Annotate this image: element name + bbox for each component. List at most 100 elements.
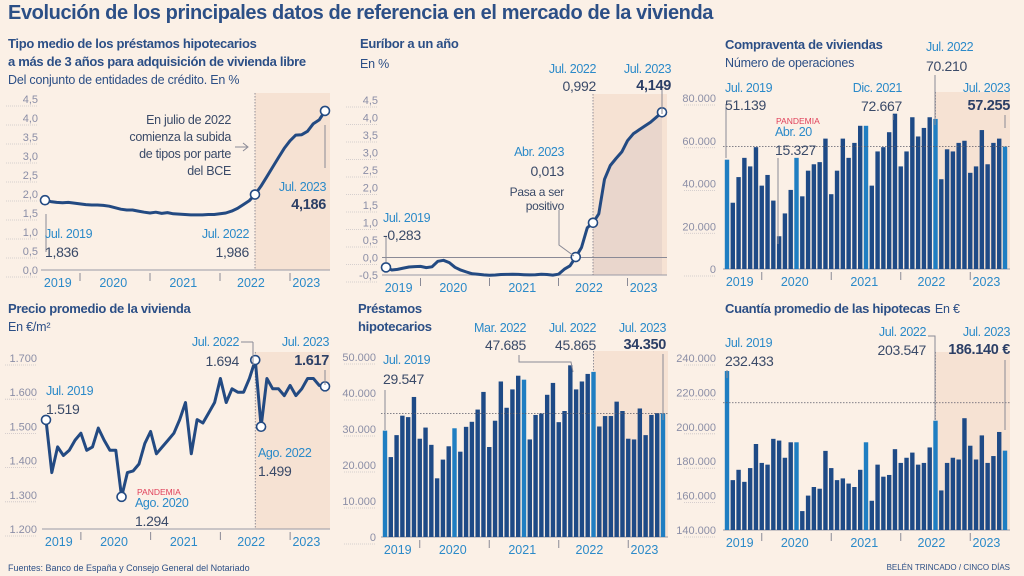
bar bbox=[597, 426, 602, 537]
bar bbox=[997, 138, 1002, 269]
annotation-value: 4,186 bbox=[291, 197, 326, 213]
y-tick-label: 1,0 bbox=[23, 227, 38, 239]
bar bbox=[637, 408, 643, 537]
bar bbox=[817, 162, 822, 269]
annotation-label: Mar. 2022 bbox=[474, 321, 526, 335]
chart-subtitle: En % bbox=[360, 57, 390, 71]
bar bbox=[921, 127, 927, 269]
x-tick-label: 2023 bbox=[973, 275, 1001, 289]
annotation-value: 34.350 bbox=[623, 337, 666, 353]
bar bbox=[736, 177, 741, 269]
chart-title: Precio promedio de la vivienda bbox=[8, 301, 191, 316]
bar bbox=[973, 166, 979, 269]
y-tick-label: 20.000 bbox=[342, 460, 376, 472]
annotation-label: Jul. 2023 bbox=[962, 81, 1011, 95]
bar bbox=[556, 422, 561, 537]
bar bbox=[631, 439, 637, 537]
bar bbox=[620, 411, 625, 537]
bar bbox=[944, 149, 950, 269]
bar bbox=[1002, 450, 1008, 530]
bar bbox=[875, 151, 880, 269]
bar bbox=[921, 462, 927, 530]
annotation-label: Jul. 2022 bbox=[191, 335, 240, 349]
x-tick-label: 2023 bbox=[630, 281, 658, 295]
x-tick-label: 2020 bbox=[99, 276, 127, 290]
annotation-value: 4,149 bbox=[636, 78, 671, 94]
bar bbox=[881, 476, 886, 530]
bar bbox=[776, 236, 782, 269]
bar bbox=[962, 418, 967, 530]
bar bbox=[742, 157, 747, 269]
bar bbox=[429, 444, 434, 537]
y-tick-label: 0,5 bbox=[363, 235, 378, 247]
y-tick-label: 140.000 bbox=[676, 525, 716, 537]
bar bbox=[643, 435, 648, 537]
bar bbox=[846, 483, 851, 530]
y-tick-label: 20.000 bbox=[682, 221, 716, 233]
bar bbox=[649, 414, 654, 537]
bar bbox=[469, 421, 475, 537]
bar bbox=[997, 431, 1002, 530]
bar bbox=[417, 438, 422, 537]
x-tick-label: 2023 bbox=[973, 536, 1001, 550]
bar bbox=[736, 469, 741, 530]
annotation-label: Jul. 2019 bbox=[725, 336, 773, 350]
chart-subtitle: Número de operaciones bbox=[725, 56, 855, 70]
data-point-marker bbox=[319, 105, 331, 117]
bar bbox=[400, 415, 405, 537]
y-tick-label: 50.000 bbox=[342, 352, 376, 364]
x-tick-label: 2021 bbox=[508, 543, 536, 557]
bar bbox=[973, 459, 979, 530]
y-tick-label: 1.500 bbox=[9, 421, 37, 433]
note-line: En julio de 2022 bbox=[146, 113, 231, 127]
bar bbox=[458, 451, 463, 537]
annotation-value: 0,992 bbox=[562, 78, 596, 94]
bar bbox=[886, 474, 892, 530]
data-point-marker bbox=[255, 421, 267, 433]
bar bbox=[805, 170, 811, 269]
chart-subtitle: En €/m² bbox=[8, 320, 51, 334]
x-tick-label: 2020 bbox=[100, 535, 128, 549]
x-tick-label: 2020 bbox=[439, 281, 467, 295]
bar bbox=[991, 142, 996, 269]
bar bbox=[800, 511, 805, 530]
y-tick-label: 1.400 bbox=[9, 456, 37, 468]
bar bbox=[875, 464, 880, 530]
chart-title-line2: hipotecarios bbox=[358, 319, 432, 334]
bar bbox=[811, 487, 817, 530]
bar bbox=[475, 409, 480, 537]
bar bbox=[788, 189, 793, 269]
bar bbox=[765, 174, 770, 269]
annotation-label: Jul. 2022 bbox=[878, 325, 927, 339]
bar bbox=[956, 142, 961, 269]
bar bbox=[950, 457, 956, 530]
annotation-value: 1.499 bbox=[258, 463, 292, 479]
bar bbox=[382, 430, 388, 537]
y-tick-label: 10.000 bbox=[342, 496, 376, 508]
bar bbox=[858, 469, 863, 530]
bar bbox=[852, 487, 857, 530]
x-tick-label: 2022 bbox=[918, 275, 946, 289]
bar bbox=[805, 495, 811, 530]
x-tick-label: 2022 bbox=[918, 536, 946, 550]
y-tick-label: 2,0 bbox=[23, 189, 38, 201]
annotation-value: 45.865 bbox=[554, 337, 596, 353]
x-tick-label: 2022 bbox=[576, 543, 604, 557]
annotation-value: 203.547 bbox=[877, 342, 926, 358]
bar bbox=[771, 200, 776, 269]
bar bbox=[602, 416, 608, 537]
bar bbox=[985, 164, 990, 269]
bar bbox=[527, 439, 532, 537]
x-tick-label: 2021 bbox=[169, 276, 197, 290]
bar bbox=[724, 159, 730, 269]
x-tick-label: 2021 bbox=[508, 281, 536, 295]
bar bbox=[568, 365, 573, 537]
data-point-marker bbox=[587, 217, 599, 229]
annotation-value: 51.139 bbox=[725, 97, 767, 113]
x-tick-label: 2019 bbox=[44, 276, 72, 290]
y-tick-label: -0,5 bbox=[359, 270, 378, 282]
bar bbox=[423, 427, 428, 537]
x-tick-label: 2019 bbox=[45, 535, 73, 549]
annotation-label: Jul. 2022 bbox=[926, 40, 974, 54]
annotation-label: Jul. 2022 bbox=[201, 227, 250, 241]
